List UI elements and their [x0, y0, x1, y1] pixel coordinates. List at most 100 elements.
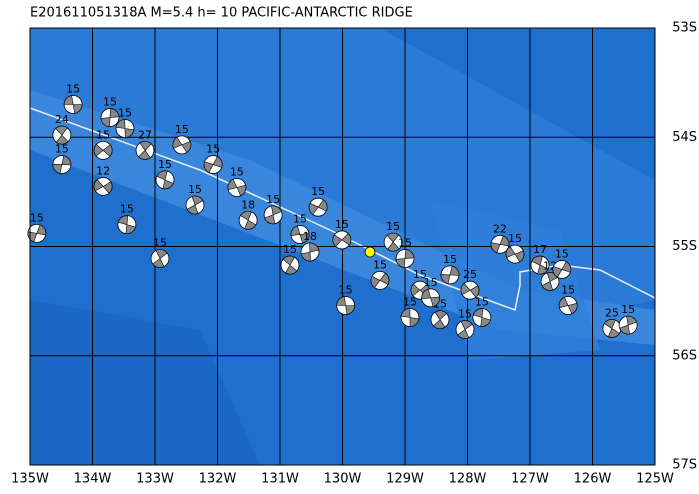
- depth-label: 15: [403, 296, 417, 309]
- lon-label: 126W: [574, 472, 612, 487]
- lon-label: 135W: [11, 472, 49, 487]
- focal-mechanism: 15: [421, 276, 441, 308]
- lon-label: 129W: [386, 472, 424, 487]
- compression-quadrant: [308, 199, 328, 215]
- lat-label: 54S: [672, 130, 697, 145]
- focal-mechanism: 15: [400, 296, 420, 327]
- compression-quadrant: [63, 95, 83, 114]
- compression-quadrant: [552, 261, 572, 278]
- compression-quadrant: [117, 215, 136, 234]
- depth-label: 15: [424, 276, 438, 289]
- focal-mechanism: 15: [383, 220, 403, 252]
- depth-label: 15: [283, 243, 297, 256]
- focal-mechanism: 15: [117, 203, 137, 235]
- compression-quadrant: [386, 232, 400, 252]
- focal-mechanism: 15: [155, 158, 175, 190]
- depth-label: 15: [339, 283, 353, 296]
- focal-mechanism: 15: [395, 237, 415, 268]
- compression-quadrant: [300, 242, 320, 262]
- compression-quadrant: [395, 249, 415, 268]
- lat-label: 57S: [672, 458, 697, 473]
- focal-mechanism: 25: [460, 268, 480, 300]
- depth-label: 15: [508, 232, 522, 245]
- compression-quadrant: [138, 141, 152, 160]
- depth-label: 15: [443, 253, 457, 266]
- compression-quadrant: [460, 282, 480, 298]
- compression-quadrant: [152, 249, 168, 268]
- title: E201611051318A M=5.4 h= 10 PACIFIC-ANTAR…: [30, 6, 413, 21]
- focal-mechanism: 15: [336, 283, 356, 315]
- focal-mechanism: 15: [263, 193, 283, 225]
- depth-label: 15: [206, 143, 220, 156]
- depth-label: 15: [158, 158, 172, 171]
- lon-label: 127W: [511, 472, 549, 487]
- depth-label: 22: [493, 222, 507, 235]
- compression-quadrant: [558, 296, 578, 315]
- focal-mechanism: 15: [618, 303, 638, 335]
- focal-mechanism: 15: [280, 243, 300, 275]
- lon-label: 131W: [261, 472, 299, 487]
- ridge: [30, 107, 655, 312]
- compression-quadrant: [27, 224, 47, 243]
- focal-mechanism: 25: [602, 306, 622, 338]
- epicenter: [364, 246, 376, 258]
- focal-mechanism: 15: [472, 296, 492, 327]
- compression-quadrant: [370, 272, 390, 289]
- focal-mechanism: 15: [93, 128, 113, 160]
- depth-label: 15: [621, 303, 635, 316]
- focal-mechanism: 15: [308, 185, 328, 217]
- compression-quadrant: [240, 210, 257, 230]
- depth-label: 15: [555, 247, 569, 260]
- focal-mechanism: 15: [505, 232, 525, 264]
- focal-mechanism: 18: [238, 198, 258, 230]
- compression-quadrant: [472, 308, 491, 327]
- compression-quadrant: [156, 170, 174, 190]
- depth-label: 12: [96, 164, 110, 177]
- focal-mechanism: 15: [332, 218, 352, 250]
- focal-mechanism: 15: [290, 212, 310, 244]
- depth-label: 15: [103, 96, 117, 109]
- compression-quadrant: [100, 108, 120, 127]
- depth-label: 15: [66, 82, 80, 95]
- focal-mechanism: 22: [490, 222, 510, 254]
- depth-label: 15: [230, 166, 244, 179]
- compression-quadrant: [290, 225, 310, 244]
- depth-label: 15: [266, 193, 280, 206]
- depth-label: 25: [463, 268, 477, 281]
- lon-label: 125W: [636, 472, 674, 487]
- compression-quadrant: [186, 195, 204, 215]
- focal-mechanism: 15: [185, 183, 205, 215]
- lon-label: 133W: [136, 472, 174, 487]
- compression-quadrant: [490, 235, 510, 254]
- compression-quadrant: [336, 296, 355, 315]
- focal-mechanism: 18: [300, 230, 320, 262]
- lon-label: 132W: [199, 472, 237, 487]
- compression-quadrant: [505, 246, 525, 263]
- frame: [29, 27, 656, 466]
- depth-label: 15: [311, 185, 325, 198]
- lon-label: 130W: [324, 472, 362, 487]
- compression-quadrant: [55, 125, 69, 145]
- compression-quadrant: [433, 310, 447, 329]
- depth-label: 15: [413, 268, 427, 281]
- compression-quadrant: [172, 136, 192, 153]
- focal-mechanism: 15: [440, 253, 460, 285]
- focal-mechanism: 15: [558, 283, 578, 315]
- compression-quadrant: [440, 265, 460, 285]
- focal-mechanism: 15: [27, 211, 47, 243]
- depth-label: 15: [118, 107, 132, 120]
- focal-mechanism: 15: [172, 123, 192, 155]
- depth-label: 18: [241, 198, 255, 211]
- compression-quadrant: [531, 255, 549, 275]
- depth-label: 15: [293, 212, 307, 225]
- focal-mechanism: 15: [115, 107, 135, 138]
- lon-label: 128W: [449, 472, 487, 487]
- depth-label: 24: [55, 113, 69, 126]
- depth-label: 15: [373, 258, 387, 271]
- compression-quadrant: [421, 288, 440, 307]
- focal-mechanism: 12: [93, 164, 113, 196]
- depth-label: 15: [335, 218, 349, 231]
- focal-mechanism: 15: [370, 258, 390, 290]
- focal-mechanism: 15: [100, 96, 120, 127]
